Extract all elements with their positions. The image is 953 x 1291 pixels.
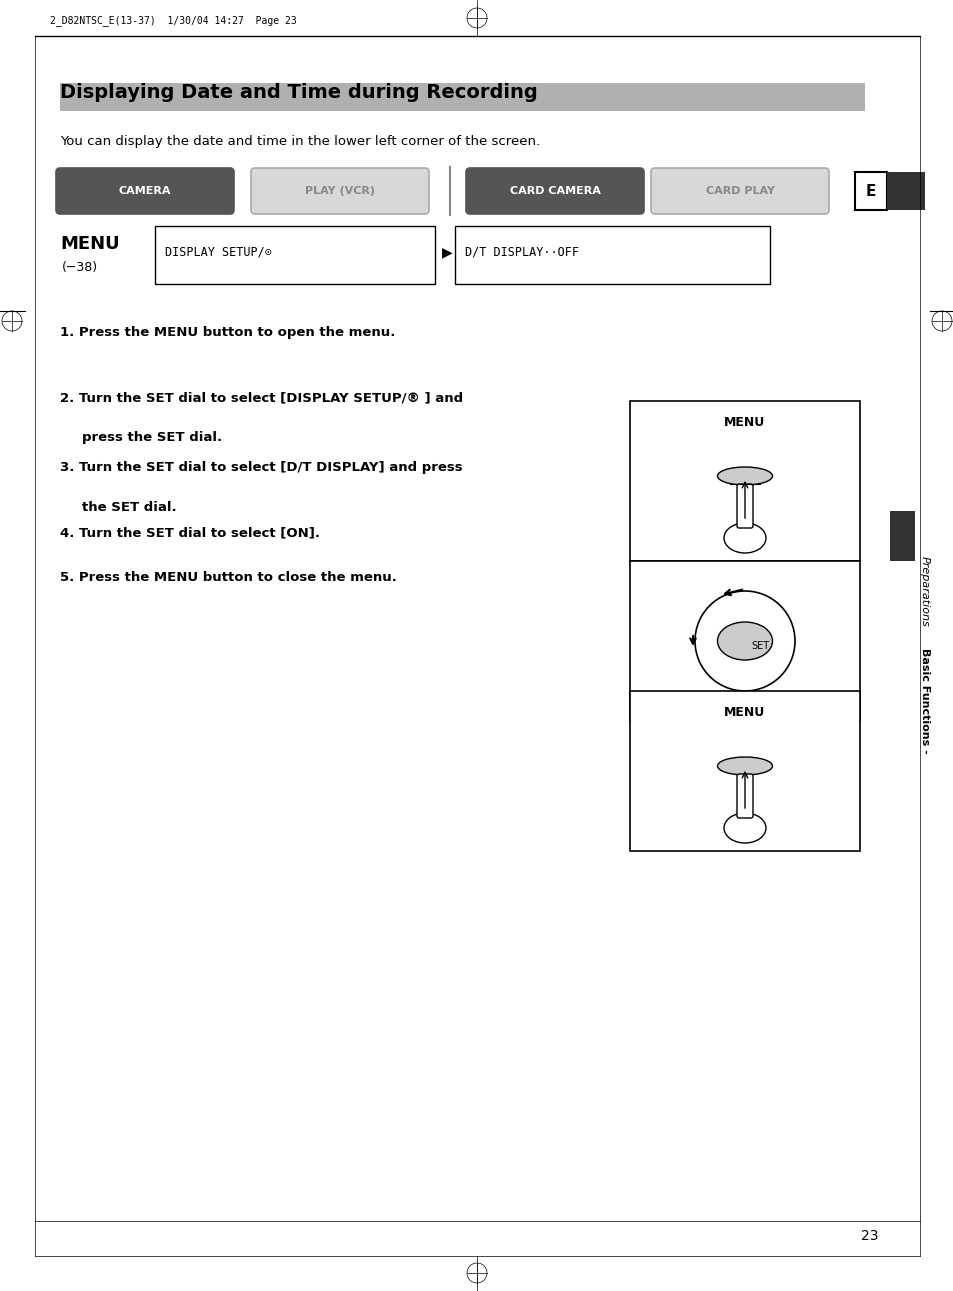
Text: 23: 23 [861,1229,878,1243]
FancyBboxPatch shape [251,168,429,214]
Text: Displaying Date and Time during Recording: Displaying Date and Time during Recordin… [60,84,537,102]
FancyBboxPatch shape [465,168,643,214]
Ellipse shape [717,757,772,775]
Text: PLAY (VCR): PLAY (VCR) [305,186,375,196]
Text: CARD CAMERA: CARD CAMERA [509,186,599,196]
Ellipse shape [723,813,765,843]
Text: MENU: MENU [723,416,765,429]
Text: D/T DISPLAY··OFF: D/T DISPLAY··OFF [464,245,578,258]
Text: press the SET dial.: press the SET dial. [82,431,222,444]
Text: 5. Press the MENU button to close the menu.: 5. Press the MENU button to close the me… [60,571,396,584]
Text: 2_D82NTSC_E(13-37)  1/30/04 14:27  Page 23: 2_D82NTSC_E(13-37) 1/30/04 14:27 Page 23 [50,15,296,26]
FancyBboxPatch shape [629,691,859,851]
Text: Preparations: Preparations [919,555,929,626]
FancyBboxPatch shape [886,172,924,210]
Text: E: E [865,183,875,199]
Ellipse shape [717,467,772,485]
FancyBboxPatch shape [629,402,859,562]
Text: 1. Press the MENU button to open the menu.: 1. Press the MENU button to open the men… [60,327,395,340]
FancyBboxPatch shape [455,226,769,284]
Text: SET: SET [750,642,768,651]
Text: (−38): (−38) [62,262,98,275]
Text: the SET dial.: the SET dial. [82,501,176,514]
FancyBboxPatch shape [889,511,914,562]
Text: 3. Turn the SET dial to select [D/T DISPLAY] and press: 3. Turn the SET dial to select [D/T DISP… [60,461,462,474]
FancyBboxPatch shape [650,168,828,214]
Text: Basic Functions -: Basic Functions - [919,648,929,754]
FancyBboxPatch shape [56,168,233,214]
FancyBboxPatch shape [60,83,864,111]
Text: You can display the date and time in the lower left corner of the screen.: You can display the date and time in the… [60,134,539,147]
FancyBboxPatch shape [737,775,752,818]
Text: 2. Turn the SET dial to select [DISPLAY SETUP/® ] and: 2. Turn the SET dial to select [DISPLAY … [60,391,462,404]
Ellipse shape [717,622,772,660]
Text: DISPLAY SETUP/⊙: DISPLAY SETUP/⊙ [165,245,272,258]
FancyBboxPatch shape [154,226,435,284]
FancyBboxPatch shape [854,172,886,210]
Text: MENU: MENU [723,706,765,719]
Ellipse shape [723,523,765,553]
Text: MENU: MENU [60,235,119,253]
Text: ▶: ▶ [441,245,452,259]
FancyBboxPatch shape [737,484,752,528]
Text: 4. Turn the SET dial to select [ON].: 4. Turn the SET dial to select [ON]. [60,525,319,540]
Text: CARD PLAY: CARD PLAY [705,186,774,196]
FancyBboxPatch shape [629,562,859,720]
Text: CAMERA: CAMERA [118,186,172,196]
Ellipse shape [695,591,794,691]
